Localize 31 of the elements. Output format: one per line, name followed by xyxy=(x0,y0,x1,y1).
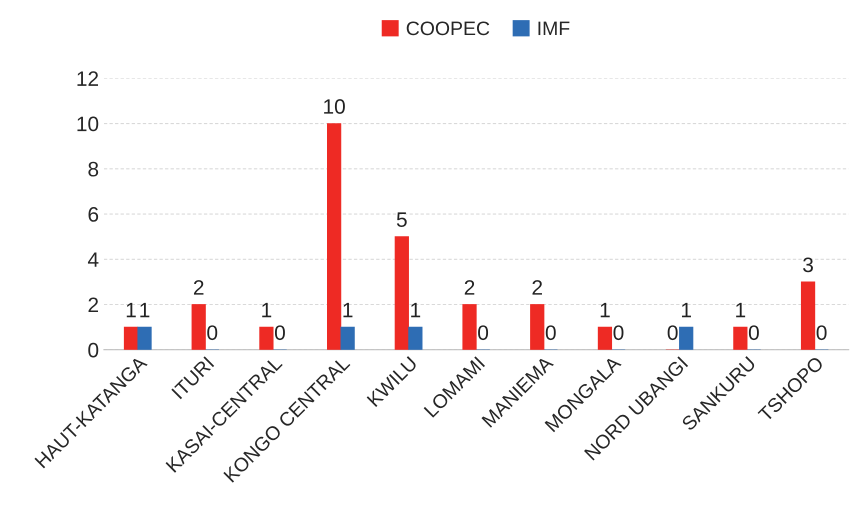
data-label: 0 xyxy=(207,325,218,340)
data-label: 0 xyxy=(816,325,827,340)
data-label: 2 xyxy=(194,280,204,295)
data-label: 0 xyxy=(478,325,488,340)
legend-label: IMF xyxy=(538,22,570,36)
y-tick-label: 6 xyxy=(88,207,98,222)
data-label: 0 xyxy=(668,325,678,340)
data-label: 1 xyxy=(140,302,150,318)
data-label: 1 xyxy=(126,302,136,318)
y-tick-label: 2 xyxy=(88,298,98,312)
y-tick-label: 10 xyxy=(77,116,98,132)
y-tick-label: 0 xyxy=(88,342,98,358)
data-label: 0 xyxy=(748,325,759,340)
data-label: 0 xyxy=(614,325,624,340)
data-label: 0 xyxy=(546,325,556,340)
y-tick-label: 12 xyxy=(77,71,98,86)
data-label: 2 xyxy=(532,280,542,295)
data-label: 3 xyxy=(803,257,813,272)
data-label: 0 xyxy=(274,325,285,340)
data-label: 1 xyxy=(411,302,420,318)
data-label: 5 xyxy=(396,212,407,227)
y-tick-label: 8 xyxy=(88,162,98,177)
data-label: 1 xyxy=(262,302,272,318)
data-label: 10 xyxy=(324,99,345,114)
data-label: 1 xyxy=(682,302,691,318)
data-label: 2 xyxy=(464,280,474,295)
y-tick-label: 4 xyxy=(88,252,98,267)
legend-label: COOPEC xyxy=(406,21,490,36)
data-label: 1 xyxy=(736,302,746,318)
data-label: 1 xyxy=(343,302,352,318)
data-label: 1 xyxy=(600,302,610,318)
